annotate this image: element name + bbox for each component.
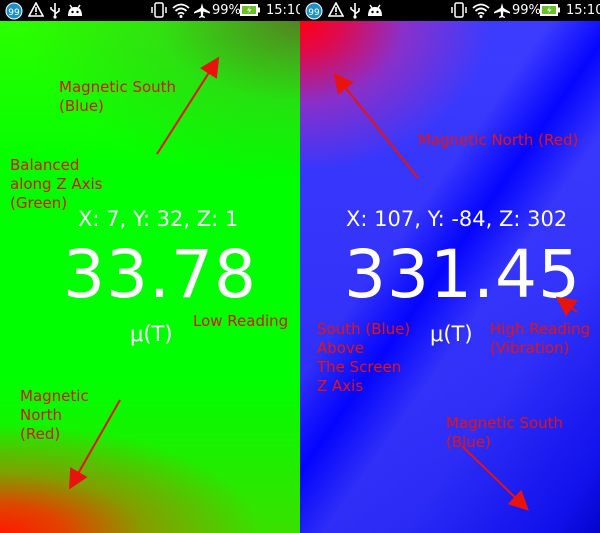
arrow-to-south [156,56,220,155]
field-reading: 33.78 [63,236,257,313]
battery-icon [540,4,560,16]
warning-icon [28,2,44,17]
wifi-icon [472,3,490,18]
usb-icon [350,3,360,19]
annotation-magnetic-south: Magnetic South (Blue) [446,414,564,451]
clock: 15:10 [266,3,300,18]
field-reading: 331.45 [344,236,581,313]
airplane-icon [494,3,510,18]
magnetometer-screen [300,21,600,533]
status-bar: 99 99% [0,0,300,21]
vibrate-icon [151,2,167,18]
android-icon [68,4,82,16]
unit-label: μ(T) [130,322,173,346]
battery-percent: 99% [512,3,541,18]
unit-label: μ(T) [430,322,473,346]
xyz-values: X: 107, Y: -84, Z: 302 [346,207,568,231]
annotation-arrows [333,72,578,511]
badge-icon: 99 [5,2,23,20]
badge-text: 99 [308,8,320,18]
vibrate-icon [451,2,467,18]
annotation-arrows [69,56,220,490]
annotation-south-above: South (Blue) Above The Screen Z Axis [317,320,411,395]
annotation-magnetic-north: Magnetic North (Red) [418,131,579,149]
xyz-values: X: 7, Y: 32, Z: 1 [78,207,239,231]
battery-icon [240,4,260,16]
annotation-magnetic-south: Magnetic South (Blue) [59,78,177,115]
battery-percent: 99% [212,3,241,18]
wifi-icon [172,3,190,18]
arrow-to-south [461,445,529,511]
badge-text: 99 [8,8,20,18]
annotation-low-reading: Low Reading [193,312,289,330]
arrow-to-north [333,72,419,179]
airplane-icon [194,3,210,18]
right-screenshot: 99 99% [300,0,600,533]
warning-icon [328,2,344,17]
annotation-high-reading: High Reading (Vibration) [490,320,591,357]
badge-icon: 99 [305,2,323,20]
arrow-to-north [69,399,121,490]
arrow-to-reading [555,296,578,317]
android-icon [368,4,382,16]
magnetometer-screen [0,21,300,533]
annotation-balanced: Balanced along Z Axis (Green) [10,156,103,212]
left-screenshot: 99 99% [0,0,300,533]
usb-icon [50,3,60,19]
annotation-magnetic-north: Magnetic North (Red) [20,387,89,443]
clock: 15:10 [566,3,600,18]
status-bar: 99 99% [300,0,600,21]
